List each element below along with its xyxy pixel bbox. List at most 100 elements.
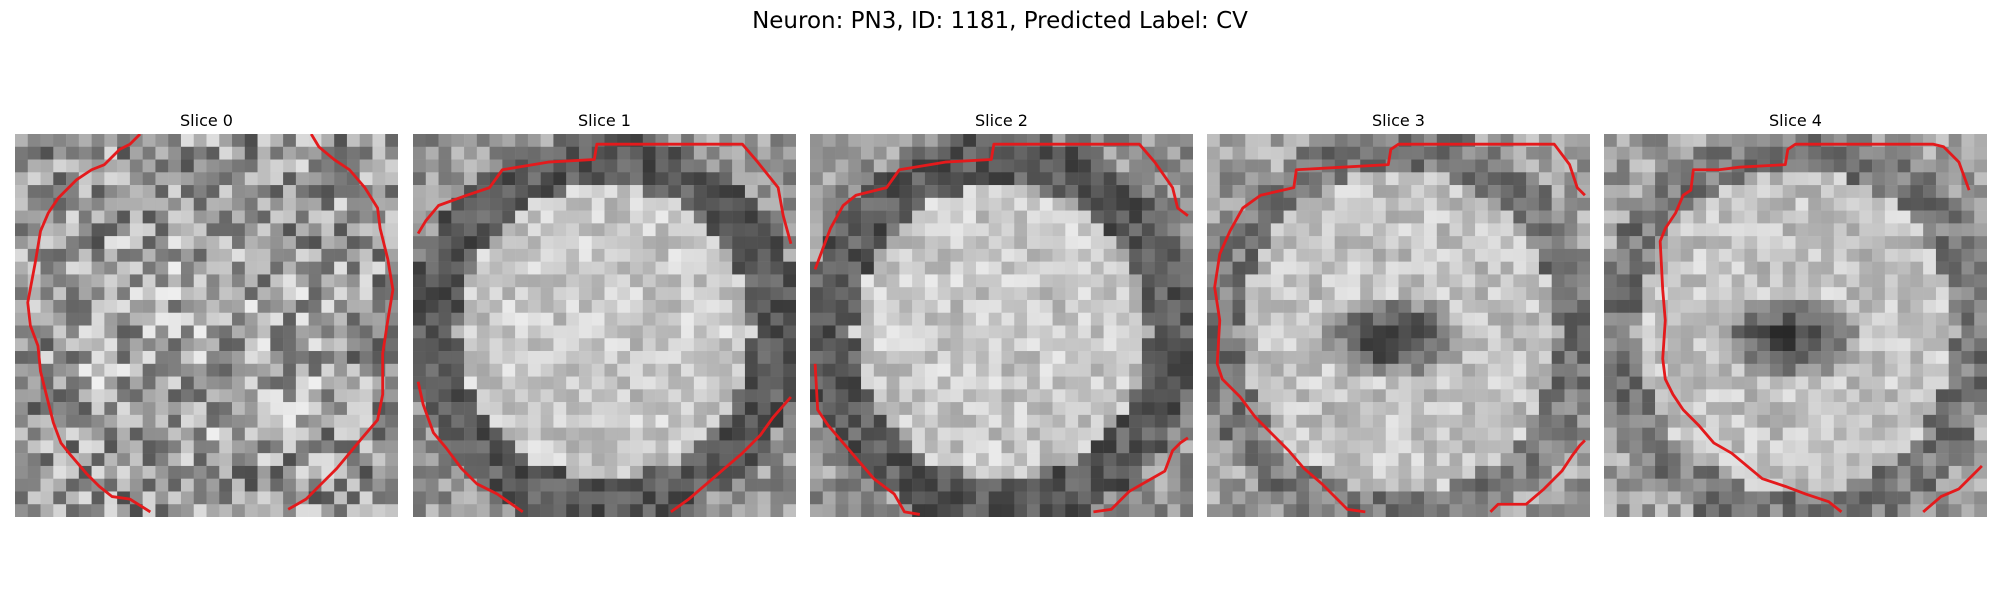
pixel (1808, 185, 1822, 199)
pixel (15, 504, 29, 517)
pixel (1283, 478, 1297, 492)
pixel (950, 338, 964, 352)
pixel (1667, 159, 1681, 173)
pixel (308, 236, 322, 250)
pixel (413, 414, 427, 428)
pixel (1935, 351, 1949, 365)
pixel (385, 134, 398, 148)
pixel (757, 338, 771, 352)
pixel (1090, 261, 1104, 275)
pixel (1500, 389, 1514, 403)
pixel (1833, 389, 1847, 403)
pixel (1321, 185, 1335, 199)
pixel (91, 299, 105, 313)
pixel (1334, 363, 1348, 377)
pixel (168, 299, 182, 313)
pixel (757, 376, 771, 390)
pixel (1014, 172, 1028, 186)
pixel (66, 274, 80, 288)
pixel (1424, 478, 1438, 492)
pixel (1014, 159, 1028, 173)
pixel (515, 134, 529, 148)
pixel (1604, 491, 1618, 505)
pixel (1744, 338, 1758, 352)
pixel (78, 236, 92, 250)
pixel (770, 134, 784, 148)
pixel (1935, 376, 1949, 390)
pixel (1424, 159, 1438, 173)
pixel (1782, 185, 1796, 199)
pixel (604, 261, 618, 275)
pixel (757, 465, 771, 479)
pixel (1424, 427, 1438, 441)
pixel (451, 210, 465, 224)
pixel (502, 465, 516, 479)
pixel (1974, 338, 1987, 352)
pixel (425, 491, 439, 505)
pixel (1424, 338, 1438, 352)
pixel (566, 491, 580, 505)
pixel (617, 402, 631, 416)
pixel (783, 172, 796, 186)
pixel (1564, 478, 1578, 492)
pixel (1321, 453, 1335, 467)
pixel (1757, 172, 1771, 186)
pixel (308, 197, 322, 211)
pixel (1078, 274, 1092, 288)
pixel (1129, 236, 1143, 250)
pixel (706, 146, 720, 160)
pixel (295, 146, 309, 160)
pixel (1475, 402, 1489, 416)
pixel (1129, 453, 1143, 467)
pixel (1974, 389, 1987, 403)
pixel (770, 376, 784, 390)
pixel (1526, 402, 1540, 416)
pixel (438, 363, 452, 377)
pixel (924, 312, 938, 326)
pixel (1180, 427, 1193, 441)
pixel (1961, 440, 1975, 454)
pixel (604, 223, 618, 237)
pixel (810, 465, 824, 479)
pixel (1680, 287, 1694, 301)
pixel (1487, 325, 1501, 339)
pixel (27, 134, 41, 148)
pixel (1693, 440, 1707, 454)
pixel (770, 453, 784, 467)
pixel (1309, 210, 1323, 224)
pixel (180, 440, 194, 454)
pixel (1039, 325, 1053, 339)
pixel (1500, 274, 1514, 288)
pixel (359, 223, 373, 237)
pixel (950, 197, 964, 211)
pixel (835, 402, 849, 416)
pixel (464, 453, 478, 467)
pixel (385, 376, 398, 390)
pixel (1398, 414, 1412, 428)
pixel (1680, 389, 1694, 403)
pixel (1052, 274, 1066, 288)
pixel (1577, 223, 1590, 237)
pixel (744, 159, 758, 173)
pixel (1372, 185, 1386, 199)
pixel (476, 223, 490, 237)
pixel (963, 351, 977, 365)
pixel (232, 427, 246, 441)
pixel (1872, 363, 1886, 377)
pixel (1436, 376, 1450, 390)
pixel (1347, 146, 1361, 160)
pixel (1897, 299, 1911, 313)
pixel (244, 504, 258, 517)
pixel (193, 504, 207, 517)
pixel (630, 261, 644, 275)
pixel (540, 338, 554, 352)
pixel (1309, 325, 1323, 339)
pixel (180, 312, 194, 326)
pixel (810, 440, 824, 454)
pixel (1642, 427, 1656, 441)
pixel (1129, 376, 1143, 390)
pixel (283, 185, 297, 199)
pixel (346, 465, 360, 479)
pixel (1398, 338, 1412, 352)
pixel (232, 134, 246, 148)
